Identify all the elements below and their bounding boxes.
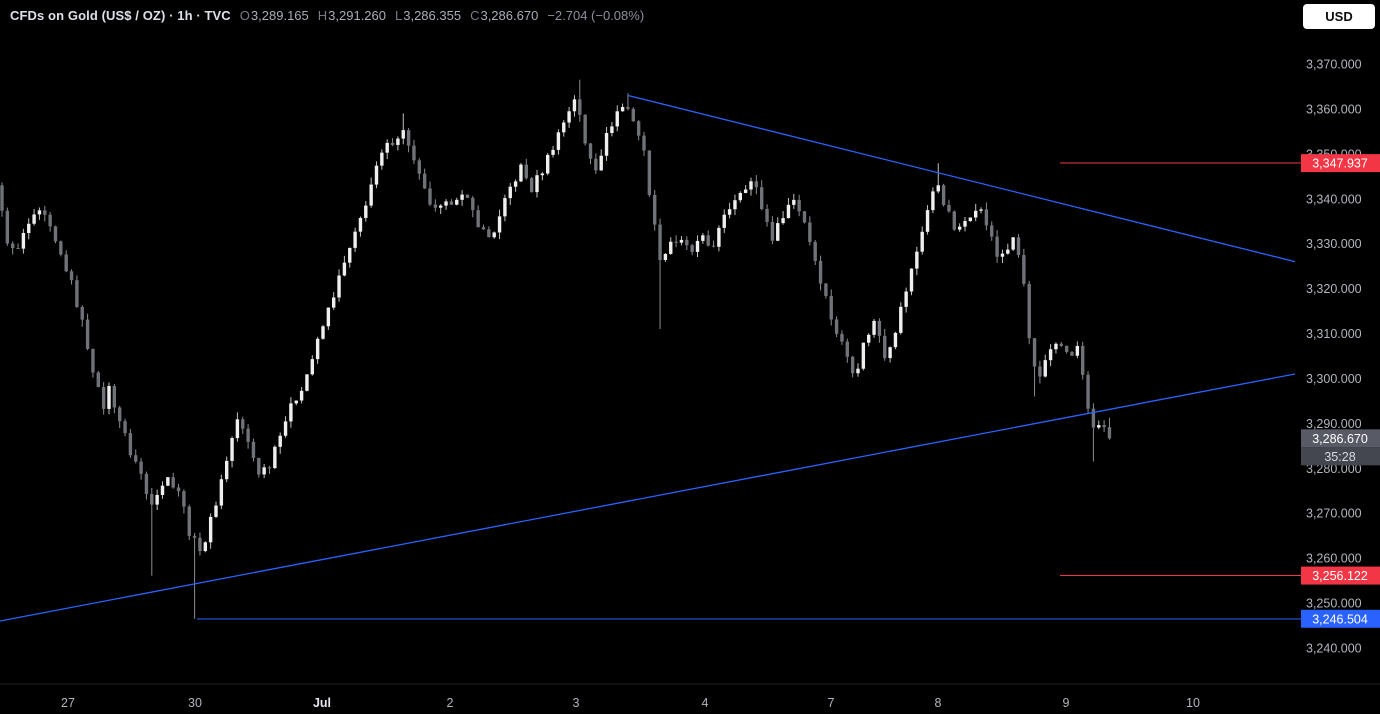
price-tick-label: 3,290.000: [1306, 417, 1362, 431]
current-price-label: [1301, 429, 1380, 448]
high-value: 3,291.260: [328, 8, 386, 23]
low-label: L: [395, 8, 403, 23]
time-tick-label: Jul: [313, 696, 331, 710]
level-price-label: [1301, 609, 1380, 628]
level-price-label-text: 3,347.937: [1312, 157, 1368, 171]
bar-countdown-label: [1301, 447, 1380, 466]
time-tick-label: 4: [702, 696, 709, 710]
time-tick-label: 9: [1063, 696, 1070, 710]
current-price-label-text: 3,286.670: [1312, 432, 1368, 446]
time-tick-label: 2: [447, 696, 454, 710]
price-tick-label: 3,360.000: [1306, 102, 1362, 116]
candlestick-series[interactable]: [0, 79, 1112, 619]
price-tick-label: 3,330.000: [1306, 237, 1362, 251]
price-tick-label: 3,340.000: [1306, 192, 1362, 206]
price-tick-label: 3,240.000: [1306, 642, 1362, 656]
open-label: O: [239, 8, 250, 23]
price-tick-label: 3,320.000: [1306, 282, 1362, 296]
high-label: H: [317, 8, 328, 23]
axis-price-labels: 3,347.937 3,256.122 3,246.504 3,286.670 35:2…: [1301, 154, 1380, 628]
drawings-layer: [0, 94, 1380, 622]
price-tick-label: 3,270.000: [1306, 507, 1362, 521]
time-tick-label: 8: [935, 696, 942, 710]
price-tick-label: 3,310.000: [1306, 327, 1362, 341]
price-axis-labels: 3,370.0003,360.0003,350.0003,340.0003,33…: [1306, 58, 1362, 656]
price-tick-label: 3,300.000: [1306, 372, 1362, 386]
level-price-label: [1301, 566, 1380, 585]
change-value: −2.704 (−0.08%): [547, 8, 645, 23]
time-tick-label: 10: [1186, 696, 1200, 710]
time-tick-label: 7: [828, 696, 835, 710]
time-tick-label: 27: [61, 696, 75, 710]
ohlc-readout: O 3,289.165 H 3,291.260 L 3,286.355 C 3,286.670…: [231, 8, 644, 23]
level-price-label: [1301, 154, 1380, 173]
time-axis[interactable]: [0, 684, 1380, 714]
low-value: 3,286.355: [403, 8, 462, 23]
symbol-title[interactable]: CFDs on Gold (US$ / OZ) · 1h · TVC: [10, 8, 231, 23]
time-axis-labels: 27 30 Jul 2 3 4 7 8 9 10: [61, 696, 1200, 710]
close-value: 3,286.670: [480, 8, 539, 23]
trendline[interactable]: [0, 373, 1296, 622]
currency-button[interactable]: USD: [1303, 4, 1375, 29]
open-value: 3,289.165: [250, 8, 309, 23]
time-tick-label: 30: [188, 696, 202, 710]
price-tick-label: 3,370.000: [1306, 58, 1362, 72]
symbol-info-bar: CFDs on Gold (US$ / OZ) · 1h · TVC O 3,28…: [10, 8, 644, 23]
close-label: C: [470, 8, 480, 23]
level-price-label-text: 3,246.504: [1312, 612, 1368, 626]
level-price-label-text: 3,256.122: [1312, 569, 1368, 583]
price-tick-label: 3,250.000: [1306, 597, 1362, 611]
price-tick-label: 3,260.000: [1306, 552, 1362, 566]
trendline[interactable]: [627, 94, 1296, 263]
time-tick-label: 3: [573, 696, 580, 710]
bar-countdown-text: 35:28: [1324, 450, 1355, 464]
